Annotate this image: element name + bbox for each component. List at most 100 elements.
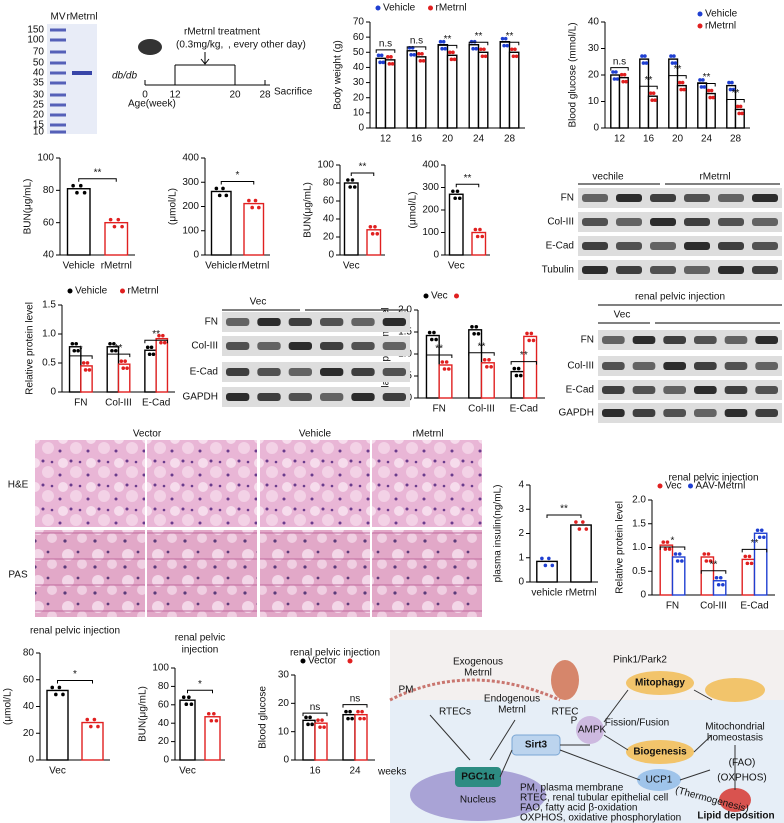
data-dot bbox=[455, 189, 460, 194]
blot-row-label: Col-III bbox=[191, 341, 218, 352]
data-dot bbox=[667, 547, 672, 551]
data-dot bbox=[755, 528, 760, 533]
data-dot bbox=[514, 373, 519, 378]
ladder-band bbox=[50, 113, 66, 117]
data-dot bbox=[474, 325, 479, 329]
sig-bracket bbox=[668, 75, 687, 79]
data-dot bbox=[379, 53, 384, 58]
blot-band bbox=[288, 342, 312, 350]
blot-band bbox=[724, 386, 748, 394]
blot-header: rMetrnl bbox=[699, 172, 730, 183]
y-tick-label: 1.0 bbox=[42, 329, 56, 340]
y-axis-label: BUN(μg/mL) bbox=[303, 182, 314, 238]
diagram-label: Sirt3 bbox=[525, 740, 548, 751]
ladder-band bbox=[50, 28, 66, 32]
data-dot bbox=[677, 80, 682, 85]
sig-bracket bbox=[468, 41, 489, 46]
sig-label: ** bbox=[520, 350, 528, 361]
y-axis-label: Blood glucose (mmol/L) bbox=[568, 22, 579, 127]
data-dot bbox=[540, 556, 544, 561]
data-dot bbox=[212, 711, 216, 716]
data-dot bbox=[348, 185, 352, 189]
data-dot bbox=[443, 46, 448, 51]
blot-band bbox=[351, 342, 375, 350]
y-axis-label: (μmol/L) bbox=[168, 188, 179, 225]
bar bbox=[523, 335, 538, 399]
bar bbox=[415, 56, 427, 129]
data-dot bbox=[762, 535, 766, 540]
sig-bracket bbox=[610, 67, 629, 71]
bar bbox=[80, 365, 93, 393]
sig-label: ** bbox=[710, 559, 718, 570]
bar bbox=[46, 689, 69, 761]
blot-band bbox=[718, 218, 744, 226]
data-dot bbox=[318, 725, 322, 729]
timeline-tick: 20 bbox=[229, 90, 241, 101]
data-dot bbox=[360, 709, 364, 714]
sig-label: ns bbox=[350, 693, 361, 704]
data-dot bbox=[447, 367, 451, 371]
data-dot bbox=[543, 563, 548, 568]
data-dot bbox=[184, 702, 189, 706]
timeline-text: (0.3mg/kg, bbox=[176, 40, 223, 51]
data-dot bbox=[740, 111, 744, 116]
timeline-text: , every other day) bbox=[228, 40, 306, 51]
data-dot bbox=[708, 559, 713, 563]
ucp1-node bbox=[637, 769, 681, 791]
data-dot bbox=[320, 718, 324, 722]
data-dot bbox=[348, 709, 352, 714]
legend-label: Vec bbox=[431, 291, 448, 302]
data-dot bbox=[427, 330, 432, 335]
data-dot bbox=[389, 55, 393, 59]
blot-band bbox=[755, 362, 778, 370]
sig-bracket bbox=[78, 178, 117, 182]
data-dot bbox=[387, 62, 392, 66]
data-dot bbox=[373, 225, 377, 229]
y-tick-label: 100 bbox=[182, 225, 199, 236]
data-dot bbox=[476, 332, 481, 336]
data-dot bbox=[257, 205, 261, 210]
y-tick-label: 70 bbox=[353, 17, 365, 28]
bar bbox=[204, 716, 221, 761]
y-axis-label: Body weight (g) bbox=[333, 40, 344, 109]
data-dot bbox=[70, 341, 75, 346]
data-dot bbox=[390, 62, 395, 66]
sig-label: n.s bbox=[379, 38, 392, 49]
blot-strip bbox=[578, 188, 782, 208]
sig-label: ** bbox=[560, 504, 568, 515]
diagram-label: homeostasis bbox=[707, 733, 763, 744]
data-dot bbox=[670, 61, 675, 65]
ladder-band bbox=[50, 50, 66, 54]
sig-label: ns bbox=[310, 702, 321, 713]
blot-strip bbox=[578, 212, 782, 232]
x-tick-label: 16 bbox=[309, 766, 321, 777]
blot-band bbox=[694, 409, 717, 417]
data-dot bbox=[370, 232, 375, 236]
data-dot bbox=[89, 724, 93, 729]
histology-column: rMetrnl bbox=[412, 429, 443, 440]
diagram-label: Lipid deposition bbox=[697, 811, 774, 822]
blot-header: renal pelvic injection bbox=[635, 292, 725, 303]
x-tick-label: Vec bbox=[49, 766, 66, 777]
data-dot bbox=[473, 227, 478, 232]
bar bbox=[618, 76, 629, 129]
blot-row-label: Col-III bbox=[567, 361, 594, 372]
bar bbox=[659, 544, 674, 596]
ladder-label: 40 bbox=[33, 68, 45, 79]
data-dot bbox=[253, 198, 258, 203]
sig-label: ** bbox=[152, 329, 160, 340]
data-dot bbox=[611, 70, 615, 74]
sig-bracket bbox=[375, 49, 396, 53]
timeline-text: rMetrnl treatment bbox=[184, 27, 260, 38]
data-dot bbox=[76, 348, 80, 353]
ladder-label: 20 bbox=[33, 110, 45, 121]
diagram-note: PM, plasma membrane bbox=[520, 783, 624, 794]
diagram-label: (OXPHOS) bbox=[717, 773, 766, 784]
data-dot bbox=[440, 360, 445, 364]
legend-label: rMetrnl bbox=[128, 286, 159, 297]
data-dot bbox=[469, 39, 474, 44]
blot-band bbox=[351, 393, 375, 401]
protein-band bbox=[72, 71, 92, 75]
ladder-band bbox=[50, 81, 66, 85]
